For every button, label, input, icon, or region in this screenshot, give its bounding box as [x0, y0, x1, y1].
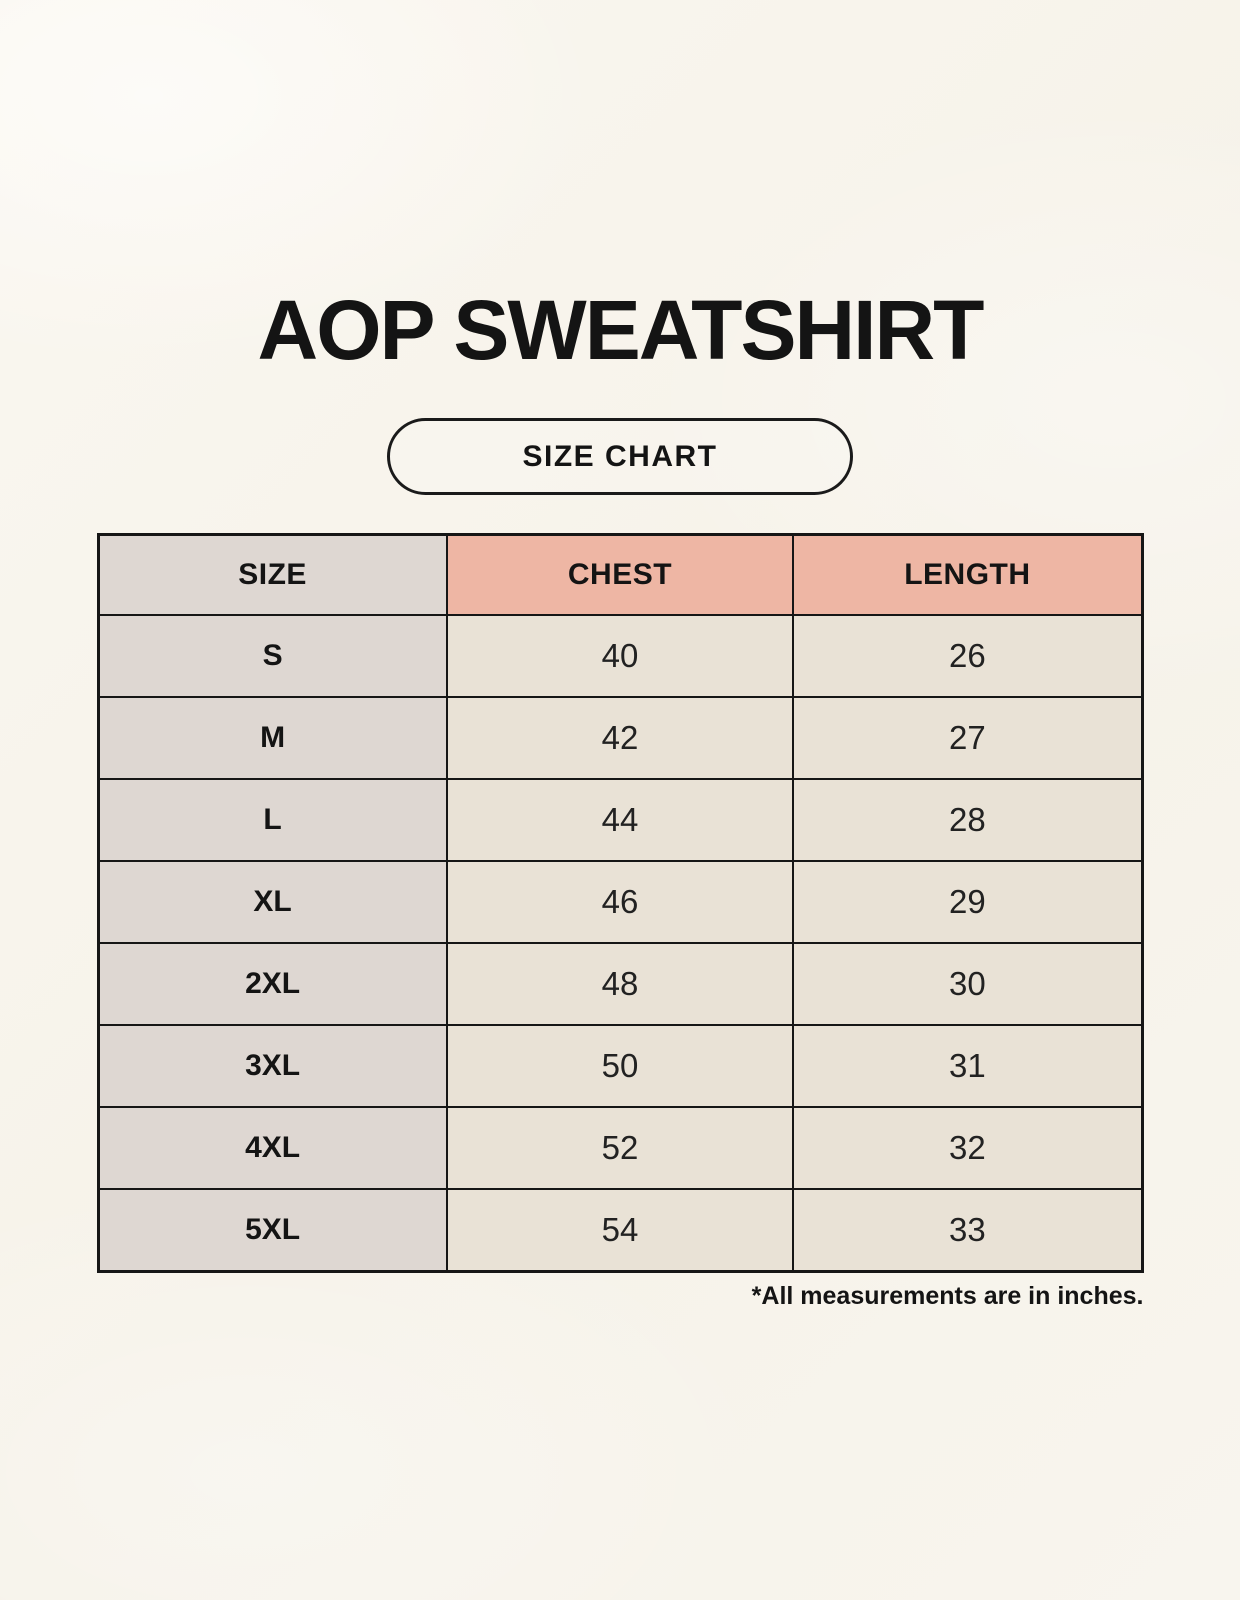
- size-cell: 2XL: [97, 942, 448, 1026]
- chest-cell: 54: [445, 1188, 795, 1273]
- table-row: 2XL 48 30: [97, 942, 1143, 1026]
- size-chart-table: SIZE CHEST LENGTH S 40 26 M 42 27 L 44 2…: [96, 533, 1144, 1273]
- chest-cell: 42: [445, 696, 795, 780]
- column-header-chest: CHEST: [445, 533, 795, 616]
- size-chart-poster: AOP SWEATSHIRT SIZE CHART SIZE CHEST LEN…: [96, 0, 1144, 1311]
- size-cell: L: [97, 778, 448, 862]
- header-row: SIZE CHEST LENGTH: [97, 533, 1143, 616]
- size-cell: S: [97, 614, 448, 698]
- length-cell: 29: [792, 860, 1143, 944]
- length-cell: 28: [792, 778, 1143, 862]
- length-cell: 30: [792, 942, 1143, 1026]
- chest-cell: 40: [445, 614, 795, 698]
- table-row: M 42 27: [97, 696, 1143, 780]
- size-cell: 4XL: [97, 1106, 448, 1190]
- size-cell: 5XL: [97, 1188, 448, 1273]
- chest-cell: 46: [445, 860, 795, 944]
- size-cell: XL: [97, 860, 448, 944]
- length-cell: 27: [792, 696, 1143, 780]
- chest-cell: 52: [445, 1106, 795, 1190]
- table-row: L 44 28: [97, 778, 1143, 862]
- size-chart-badge: SIZE CHART: [387, 418, 853, 495]
- table-row: 4XL 52 32: [97, 1106, 1143, 1190]
- column-header-size: SIZE: [97, 533, 448, 616]
- measurements-footnote: *All measurements are in inches.: [751, 1282, 1144, 1310]
- product-title: AOP SWEATSHIRT: [257, 283, 985, 377]
- chest-cell: 44: [445, 778, 795, 862]
- table-header: SIZE CHEST LENGTH: [97, 533, 1143, 616]
- size-cell: 3XL: [97, 1024, 448, 1108]
- table-body: S 40 26 M 42 27 L 44 28 XL 46 29 2XL 48: [97, 614, 1143, 1273]
- table-row: XL 46 29: [97, 860, 1143, 944]
- length-cell: 32: [792, 1106, 1143, 1190]
- column-header-length: LENGTH: [792, 533, 1143, 616]
- chest-cell: 50: [445, 1024, 795, 1108]
- chest-cell: 48: [445, 942, 795, 1026]
- length-cell: 26: [792, 614, 1143, 698]
- table-row: S 40 26: [97, 614, 1143, 698]
- size-cell: M: [97, 696, 448, 780]
- table-row: 5XL 54 33: [97, 1188, 1143, 1273]
- table-row: 3XL 50 31: [97, 1024, 1143, 1108]
- length-cell: 31: [792, 1024, 1143, 1108]
- badge-container: SIZE CHART: [97, 418, 1144, 495]
- length-cell: 33: [792, 1188, 1143, 1273]
